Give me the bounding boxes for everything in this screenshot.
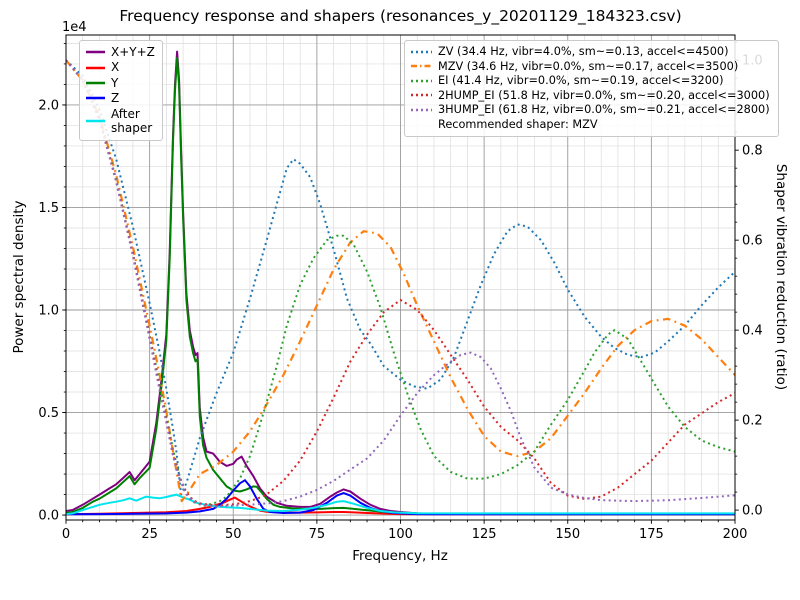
y-right-tick-label: 0.6 — [742, 234, 763, 249]
series-ei — [66, 59, 735, 507]
x-tick-label: 150 — [555, 527, 580, 542]
legend-label: Recommended shaper: MZV — [438, 117, 598, 131]
series-x-y-z — [66, 50, 735, 516]
legend-swatch-line — [411, 94, 432, 97]
y-left-tick-label: 2.0 — [38, 98, 59, 113]
legend-item: After shaper — [86, 107, 155, 136]
legend-swatch-line — [86, 50, 105, 54]
y-left-tick-label: 0.0 — [38, 509, 59, 524]
y-right-tick-label: 0.2 — [742, 414, 763, 429]
legend-item: EI (41.4 Hz, vibr=0.0%, sm~=0.19, accel<… — [411, 74, 770, 88]
y-right-tick-label: 0.8 — [742, 144, 763, 159]
legend-swatch-line — [86, 66, 105, 69]
series-zv — [66, 59, 735, 496]
x-tick-label: 200 — [723, 527, 748, 542]
y-left-offset-label: 1e4 — [62, 20, 87, 35]
y-left-axis-label: Power spectral density — [11, 200, 27, 353]
x-tick-label: 75 — [309, 527, 326, 542]
legend-swatch-empty — [411, 122, 432, 128]
legend-item: X — [86, 60, 155, 74]
x-tick-label: 125 — [472, 527, 497, 542]
legend-swatch-line — [411, 108, 432, 112]
y-left-tick-label: 1.0 — [38, 304, 59, 319]
legend-label: X — [111, 60, 120, 75]
legend-item: MZV (34.6 Hz, vibr=0.0%, sm~=0.17, accel… — [411, 60, 770, 74]
legend-swatch-line — [411, 79, 432, 83]
legend-label: EI (41.4 Hz, vibr=0.0%, sm~=0.19, accel<… — [438, 74, 724, 88]
legend-shapers: ZV (34.4 Hz, vibr=4.0%, sm~=0.13, accel<… — [404, 40, 779, 138]
x-tick-label: 25 — [141, 527, 158, 542]
legend-label: After shaper — [111, 106, 153, 135]
legend-label: ZV (34.4 Hz, vibr=4.0%, sm~=0.13, accel<… — [438, 45, 729, 58]
legend-swatch-line — [86, 119, 105, 123]
legend-label: 2HUMP_EI (51.8 Hz, vibr=0.0%, sm~=0.20, … — [438, 88, 770, 102]
legend-label: Y — [111, 75, 119, 90]
legend-swatch-line — [411, 50, 432, 53]
tick-labels: 0 25 50 75 100 125 150 175 200 0.0 0.5 1.0 1.5 2.0 0.0… — [38, 54, 762, 542]
legend-swatch-line — [86, 81, 105, 85]
legend-swatch-line — [86, 97, 105, 100]
legend-item: 3HUMP_EI (61.8 Hz, vibr=0.0%, sm~=0.21, … — [411, 103, 770, 117]
legend-label: MZV (34.6 Hz, vibr=0.0%, sm~=0.17, accel… — [438, 59, 739, 73]
legend-psd: X+Y+Z X Y Z After shaper — [79, 40, 163, 142]
legend-label: Z — [111, 91, 120, 106]
x-tick-label: 0 — [62, 527, 70, 542]
chart-title: Frequency response and shapers (resonanc… — [119, 7, 682, 25]
y-left-tick-label: 0.5 — [38, 406, 59, 421]
legend-item: Y — [86, 76, 155, 90]
legend-label: X+Y+Z — [111, 45, 155, 59]
x-tick-label: 175 — [639, 527, 664, 542]
y-right-tick-label: 0.0 — [742, 504, 763, 519]
series-curves — [66, 50, 735, 516]
legend-item: Z — [86, 91, 155, 105]
legend-item: ZV (34.4 Hz, vibr=4.0%, sm~=0.13, accel<… — [411, 45, 770, 59]
x-axis-label: Frequency, Hz — [352, 548, 448, 564]
x-tick-label: 100 — [388, 527, 413, 542]
legend-item: 2HUMP_EI (51.8 Hz, vibr=0.0%, sm~=0.20, … — [411, 89, 770, 103]
series-y — [66, 56, 735, 516]
x-tick-label: 50 — [225, 527, 242, 542]
legend-item: Recommended shaper: MZV — [411, 118, 770, 132]
y-left-tick-label: 1.5 — [38, 201, 59, 216]
legend-swatch-line — [411, 65, 432, 68]
tick-marks — [62, 41, 739, 524]
legend-label: 3HUMP_EI (61.8 Hz, vibr=0.0%, sm~=0.21, … — [438, 103, 770, 117]
y-right-tick-label: 0.4 — [742, 324, 763, 339]
legend-item: X+Y+Z — [86, 45, 155, 59]
y-right-axis-label: Shaper vibration reduction (ratio) — [773, 164, 789, 390]
series-3hump-ei — [66, 59, 735, 508]
